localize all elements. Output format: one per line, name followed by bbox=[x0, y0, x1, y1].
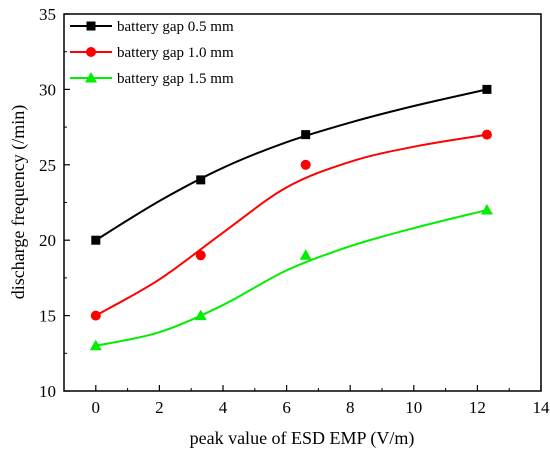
axis-ticks: 0 2 4 6 8 10 12 14 10 15 20 25 30 35 bbox=[39, 5, 550, 417]
fit-curves bbox=[95, 88, 488, 347]
y-tick-label: 20 bbox=[39, 231, 56, 250]
x-tick-label: 12 bbox=[469, 398, 486, 417]
fit-curve-series-3 bbox=[95, 209, 488, 347]
y-tick-label: 10 bbox=[39, 382, 56, 401]
y-tick-label: 35 bbox=[39, 5, 56, 24]
x-tick-label: 14 bbox=[533, 398, 550, 417]
data-point-series-1 bbox=[482, 84, 492, 94]
legend-label: battery gap 1.0 mm bbox=[117, 45, 234, 61]
x-tick-label: 6 bbox=[282, 398, 291, 417]
y-axis-title: discharge frequency (/min) bbox=[8, 105, 29, 300]
x-tick-label: 4 bbox=[219, 398, 228, 417]
legend-marker bbox=[86, 47, 96, 57]
x-tick-label: 8 bbox=[346, 398, 355, 417]
x-tick-label: 0 bbox=[92, 398, 101, 417]
data-point-series-3 bbox=[480, 204, 493, 215]
data-markers bbox=[89, 84, 493, 351]
legend-label: battery gap 0.5 mm bbox=[117, 19, 234, 35]
x-axis-title: peak value of ESD EMP (V/m) bbox=[190, 428, 415, 449]
x-tick-label: 2 bbox=[155, 398, 164, 417]
data-point-series-2 bbox=[300, 159, 311, 170]
legend-marker bbox=[86, 21, 96, 31]
data-point-series-3 bbox=[299, 249, 312, 260]
fit-curve-series-2 bbox=[95, 133, 488, 317]
data-point-series-2 bbox=[90, 310, 101, 321]
data-point-series-1 bbox=[196, 175, 206, 185]
legend-label: battery gap 1.5 mm bbox=[117, 71, 234, 87]
y-tick-label: 25 bbox=[39, 156, 56, 175]
y-tick-label: 15 bbox=[39, 307, 56, 326]
fit-curve-series-1 bbox=[95, 88, 488, 242]
data-point-series-3 bbox=[89, 339, 102, 351]
data-point-series-2 bbox=[481, 129, 492, 140]
x-tick-label: 10 bbox=[405, 398, 422, 417]
data-point-series-3 bbox=[194, 309, 207, 321]
data-point-series-1 bbox=[91, 235, 101, 245]
data-point-series-1 bbox=[301, 130, 311, 140]
y-tick-label: 30 bbox=[39, 80, 56, 99]
legend-marker bbox=[85, 72, 97, 83]
data-point-series-2 bbox=[195, 250, 206, 261]
legend: battery gap 0.5 mm battery gap 1.0 mm batt… bbox=[70, 19, 234, 87]
